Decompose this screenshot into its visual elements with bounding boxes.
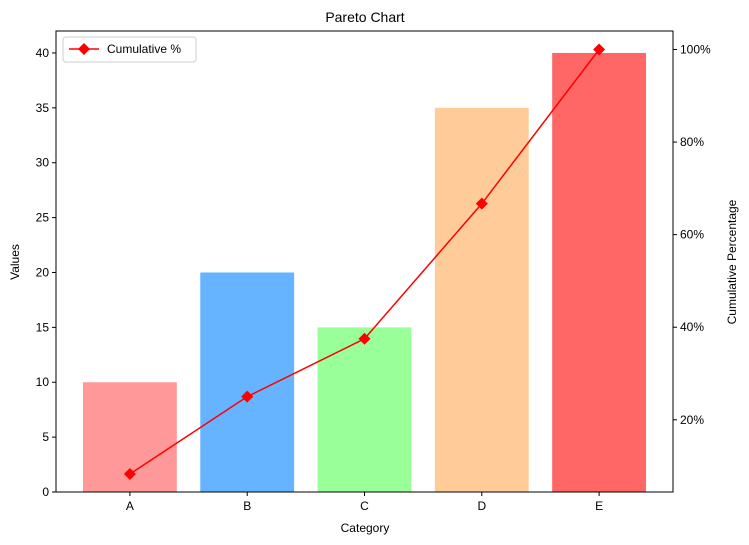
bar-c xyxy=(317,327,412,492)
legend: Cumulative % xyxy=(62,36,197,63)
left-tick-label: 25 xyxy=(36,211,50,225)
left-tick-label: 10 xyxy=(36,375,50,389)
legend-diamond-marker xyxy=(78,43,90,55)
cumulative-marker-e xyxy=(593,43,606,56)
cumulative-marker-d xyxy=(475,197,488,210)
bar-e xyxy=(552,52,647,492)
left-tick-label: 20 xyxy=(36,265,50,279)
legend-box xyxy=(62,36,197,63)
bars-group xyxy=(82,52,647,492)
left-tick-label: 30 xyxy=(36,156,50,170)
cumulative-marker-b xyxy=(241,390,254,403)
legend-label: Cumulative % xyxy=(107,42,181,56)
cumulative-marker-c xyxy=(358,332,371,345)
left-tick-label: 40 xyxy=(36,46,50,60)
right-tick-label: 80% xyxy=(680,135,704,149)
right-axis: 20% 40% 60% 80% 100% xyxy=(673,43,711,427)
left-tick-label: 15 xyxy=(36,320,50,334)
right-tick-label: 40% xyxy=(680,320,704,334)
left-tick-label: 0 xyxy=(42,485,49,499)
x-tick-label: E xyxy=(595,499,603,513)
bar-d xyxy=(434,107,529,492)
x-tick-label: D xyxy=(477,499,486,513)
y-axis-label: Values xyxy=(8,244,22,280)
right-tick-label: 100% xyxy=(680,43,711,57)
left-tick-label: 35 xyxy=(36,101,50,115)
left-axis: 0 5 10 15 20 25 30 35 40 xyxy=(36,46,56,499)
x-axis-label: Category xyxy=(341,521,390,535)
cumulative-marker-a xyxy=(123,467,136,480)
x-tick-label: C xyxy=(360,499,369,513)
y2-axis-label: Cumulative Percentage xyxy=(725,199,739,324)
x-axis: A B C D E xyxy=(126,492,603,513)
left-tick-label: 5 xyxy=(42,430,49,444)
chart-title: Pareto Chart xyxy=(325,9,404,25)
bar-b xyxy=(200,272,295,492)
x-tick-label: B xyxy=(243,499,251,513)
cumulative-line-group xyxy=(123,43,606,480)
x-tick-label: A xyxy=(126,499,134,513)
right-tick-label: 60% xyxy=(680,228,704,242)
right-tick-label: 20% xyxy=(680,413,704,427)
